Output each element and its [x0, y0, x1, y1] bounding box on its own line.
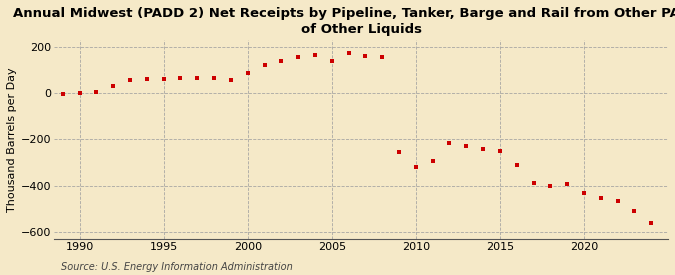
Title: Annual Midwest (PADD 2) Net Receipts by Pipeline, Tanker, Barge and Rail from Ot: Annual Midwest (PADD 2) Net Receipts by … [13, 7, 675, 36]
Text: Source: U.S. Energy Information Administration: Source: U.S. Energy Information Administ… [61, 262, 292, 272]
Y-axis label: Thousand Barrels per Day: Thousand Barrels per Day [7, 67, 17, 212]
